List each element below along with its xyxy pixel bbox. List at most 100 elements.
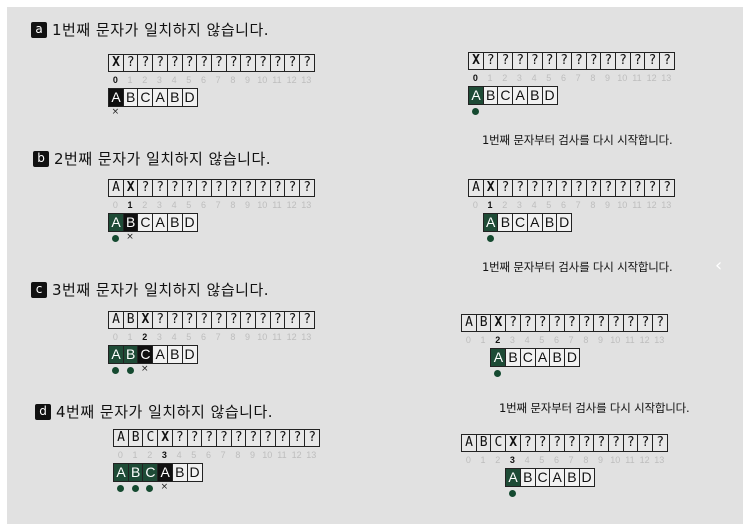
index-label: 4 bbox=[531, 200, 537, 210]
text-cell: ? bbox=[629, 179, 646, 197]
text-cell: ? bbox=[593, 314, 610, 332]
index-label: 2 bbox=[495, 455, 501, 465]
text-cell: ? bbox=[659, 179, 676, 197]
pattern-cell: D bbox=[578, 468, 595, 487]
restart-note: 1번째 문자부터 검사를 다시 시작합니다. bbox=[482, 133, 673, 147]
index-label: 5 bbox=[186, 75, 192, 85]
index-label: 10 bbox=[257, 75, 268, 85]
mark-slot bbox=[142, 484, 157, 494]
text-cell: B bbox=[127, 429, 144, 447]
index-row: 0 1 2 3 4 5 6 7 8 9 10 11 12 13 bbox=[468, 72, 674, 84]
pattern-cell: C bbox=[142, 463, 159, 482]
text-cell: ? bbox=[512, 52, 529, 70]
index-label: 11 bbox=[272, 200, 282, 210]
index-label: 11 bbox=[625, 455, 635, 465]
index-label: 5 bbox=[191, 450, 197, 460]
text-cell: X bbox=[468, 52, 484, 70]
text-cell: ? bbox=[152, 54, 169, 72]
section-title-text: 2번째 문자가 일치하지 않습니다. bbox=[54, 150, 272, 168]
match-marks bbox=[505, 489, 520, 499]
index-label: 2 bbox=[495, 335, 501, 345]
pattern-cell: D bbox=[181, 88, 198, 107]
text-cell: ? bbox=[122, 54, 139, 72]
text-cell: ? bbox=[578, 314, 595, 332]
text-cell: ? bbox=[519, 434, 536, 452]
index-label: 0 bbox=[465, 455, 471, 465]
index-label: 1 bbox=[127, 75, 133, 85]
text-cell: ? bbox=[225, 54, 242, 72]
mismatch-mark: × bbox=[160, 482, 169, 492]
index-label: 13 bbox=[301, 75, 312, 85]
index-label: 12 bbox=[646, 200, 657, 210]
text-cell: X bbox=[122, 179, 139, 197]
pattern-cell: C bbox=[137, 213, 154, 232]
index-label: 6 bbox=[200, 75, 206, 85]
text-cell: ? bbox=[152, 179, 169, 197]
index-label: 5 bbox=[539, 455, 545, 465]
text-cell: ? bbox=[556, 52, 573, 70]
text-cell: ? bbox=[637, 314, 654, 332]
index-label: 7 bbox=[575, 200, 581, 210]
text-cell: B bbox=[475, 434, 492, 452]
section-title: b 2번째 문자가 일치하지 않습니다. bbox=[33, 148, 271, 169]
text-cell: ? bbox=[534, 434, 551, 452]
mark-slot bbox=[108, 366, 123, 376]
text-cell: ? bbox=[284, 179, 301, 197]
text-cell: A bbox=[461, 314, 477, 332]
index-label: 12 bbox=[286, 75, 297, 85]
pattern-cell: A bbox=[152, 88, 169, 107]
index-label: 6 bbox=[560, 73, 566, 83]
text-cell: A bbox=[113, 429, 129, 447]
text-cell: X bbox=[490, 314, 507, 332]
text-string: A B C X?????????? bbox=[113, 429, 321, 447]
text-cell: X bbox=[482, 179, 499, 197]
section-tag: d bbox=[35, 403, 51, 420]
text-cell: ? bbox=[299, 54, 316, 72]
index-label: 3 bbox=[156, 332, 162, 342]
index-label: 7 bbox=[568, 455, 574, 465]
mismatch-mark: × bbox=[126, 232, 134, 242]
index-label: 13 bbox=[306, 450, 317, 460]
text-cell: A bbox=[108, 179, 124, 197]
match-dot bbox=[126, 367, 134, 374]
index-label: 2 bbox=[147, 450, 153, 460]
index-label: 1 bbox=[487, 73, 493, 83]
index-label: 6 bbox=[205, 450, 211, 460]
index-row: 0 1 2 3 4 5 6 7 8 9 10 11 12 13 bbox=[461, 334, 667, 346]
index-label: 12 bbox=[639, 335, 650, 345]
pattern-cell: A bbox=[108, 213, 124, 232]
text-cell: ? bbox=[578, 434, 595, 452]
index-label: 3 bbox=[509, 455, 515, 465]
index-label: 13 bbox=[654, 335, 665, 345]
match-dot bbox=[146, 485, 154, 492]
pattern-cell: A bbox=[505, 468, 522, 487]
index-label: 4 bbox=[171, 75, 177, 85]
pattern-cell: B bbox=[122, 345, 139, 364]
text-cell: ? bbox=[622, 314, 639, 332]
index-row: 0 1 2 3 4 5 6 7 8 9 10 11 12 13 bbox=[461, 454, 667, 466]
text-cell: X bbox=[108, 54, 124, 72]
mark-slot bbox=[113, 484, 128, 494]
index-label: 10 bbox=[257, 200, 268, 210]
text-string: A B X??????????? bbox=[108, 311, 316, 329]
pattern-cell: B bbox=[519, 468, 536, 487]
mark-slot bbox=[505, 489, 520, 499]
text-cell: ? bbox=[225, 179, 242, 197]
pattern-cell: B bbox=[526, 86, 543, 105]
index-label: 9 bbox=[598, 335, 604, 345]
index-label: 0 bbox=[112, 200, 118, 210]
index-label: 12 bbox=[286, 332, 297, 342]
text-cell: ? bbox=[230, 429, 247, 447]
section-c: c 3번째 문자가 일치하지 않습니다. A B X??????????? 0 1 2 3 4 5 6… bbox=[7, 279, 743, 415]
index-label: 9 bbox=[245, 75, 251, 85]
text-cell: ? bbox=[181, 54, 198, 72]
text-cell: ? bbox=[570, 52, 587, 70]
text-cell: ? bbox=[240, 54, 257, 72]
pattern-cell: A bbox=[468, 86, 484, 105]
index-label: 13 bbox=[661, 200, 672, 210]
text-cell: ? bbox=[137, 179, 154, 197]
pattern-cell: A bbox=[113, 463, 129, 482]
index-label: 12 bbox=[291, 450, 302, 460]
pattern-cell: A bbox=[108, 88, 124, 107]
chevron-right-icon[interactable]: ‹ bbox=[715, 255, 723, 276]
